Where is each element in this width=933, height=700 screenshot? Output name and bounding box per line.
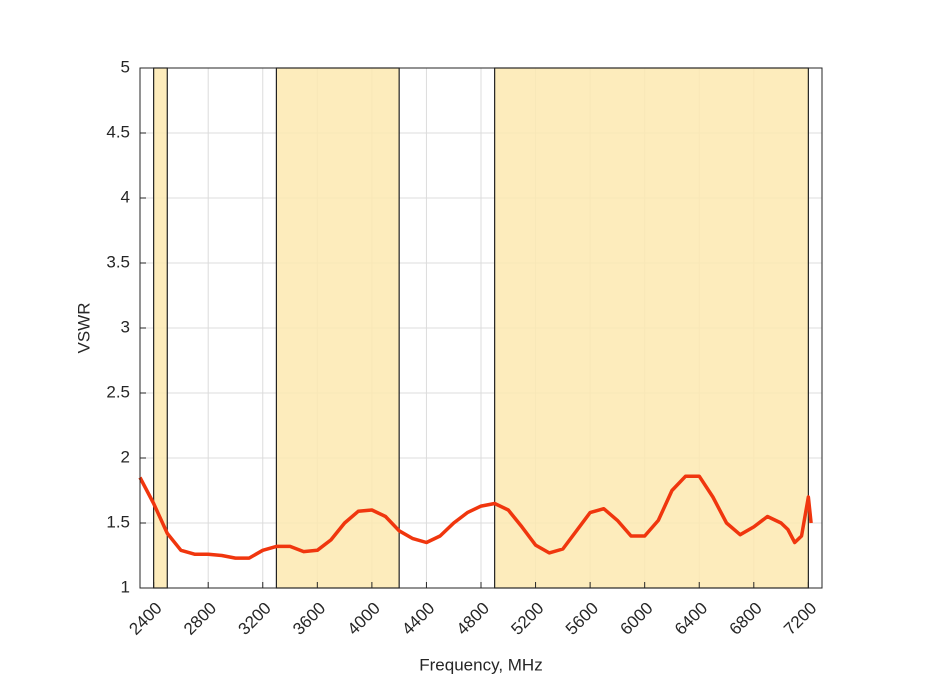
x-tick-label: 6000 <box>616 599 656 639</box>
x-tick-label: 4400 <box>398 599 438 639</box>
shaded-band <box>275 67 400 589</box>
y-tick-label: 1.5 <box>106 512 130 531</box>
x-tick-label: 4800 <box>453 599 493 639</box>
x-tick-label: 3200 <box>235 599 275 639</box>
y-tick-label: 2.5 <box>106 382 130 401</box>
y-tick-label: 4.5 <box>106 122 130 141</box>
y-tick-label: 3.5 <box>106 252 130 271</box>
y-axis-label: VSWR <box>74 303 93 354</box>
x-tick-label: 5200 <box>507 599 547 639</box>
y-tick-label: 5 <box>121 57 130 76</box>
x-tick-label: 3600 <box>289 599 329 639</box>
x-tick-label: 7200 <box>780 599 820 639</box>
y-tick-label: 2 <box>121 447 130 466</box>
x-tick-label: 5600 <box>562 599 602 639</box>
y-tick-label: 1 <box>121 577 130 596</box>
y-tick-label: 3 <box>121 317 130 336</box>
x-axis-label: Frequency, MHz <box>419 655 542 674</box>
x-tick-label: 4000 <box>344 599 384 639</box>
shaded-band <box>494 67 809 589</box>
axes-box <box>139 67 823 589</box>
y-tick-label: 4 <box>121 187 130 206</box>
x-tick-label: 6400 <box>671 599 711 639</box>
data-line <box>138 474 813 560</box>
x-tick-label: 6800 <box>726 599 766 639</box>
x-tick-label: 2800 <box>180 599 220 639</box>
x-tick-label: 2400 <box>125 599 165 639</box>
